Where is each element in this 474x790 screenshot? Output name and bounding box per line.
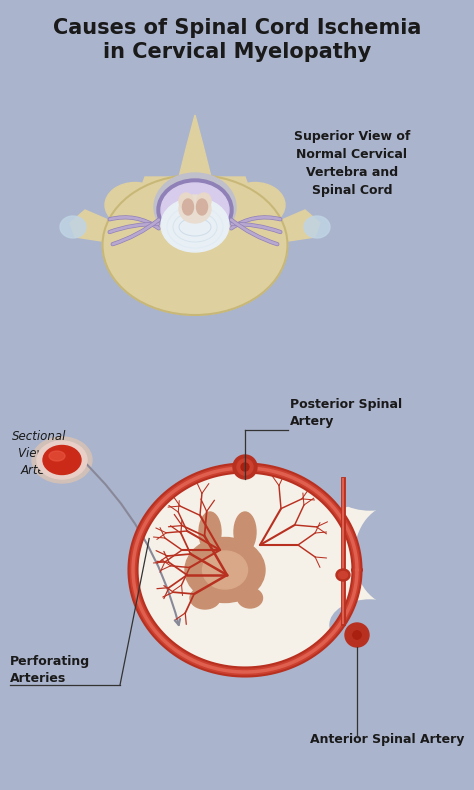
Ellipse shape [225, 182, 285, 228]
Text: Causes of Spinal Cord Ischemia: Causes of Spinal Cord Ischemia [53, 18, 421, 38]
Ellipse shape [190, 587, 220, 609]
Circle shape [233, 455, 257, 479]
FancyArrowPatch shape [231, 220, 277, 244]
Ellipse shape [157, 179, 233, 241]
FancyArrowPatch shape [109, 224, 158, 232]
Ellipse shape [182, 199, 193, 215]
Text: Anterior Spinal Artery: Anterior Spinal Artery [310, 733, 465, 747]
Circle shape [353, 631, 361, 639]
Ellipse shape [320, 505, 400, 605]
Ellipse shape [202, 551, 247, 589]
Ellipse shape [304, 216, 330, 238]
Ellipse shape [37, 441, 87, 479]
Ellipse shape [336, 569, 350, 581]
Ellipse shape [105, 182, 165, 228]
Ellipse shape [330, 600, 410, 650]
Circle shape [345, 623, 369, 647]
Ellipse shape [161, 198, 229, 252]
Ellipse shape [197, 193, 211, 209]
Polygon shape [135, 177, 179, 207]
Polygon shape [270, 210, 320, 243]
FancyArrowPatch shape [109, 217, 159, 228]
Ellipse shape [161, 183, 229, 237]
Ellipse shape [197, 199, 208, 215]
Ellipse shape [60, 216, 86, 238]
FancyArrowPatch shape [113, 220, 159, 244]
Ellipse shape [154, 173, 236, 241]
FancyArrowPatch shape [231, 217, 280, 228]
Ellipse shape [102, 175, 288, 315]
Ellipse shape [237, 588, 263, 608]
Ellipse shape [179, 193, 193, 209]
Ellipse shape [330, 460, 410, 510]
Ellipse shape [49, 451, 65, 461]
Text: Sectional
View of
Artery: Sectional View of Artery [12, 430, 66, 477]
Ellipse shape [135, 470, 355, 670]
Circle shape [241, 463, 249, 471]
Text: in Cervical Myelopathy: in Cervical Myelopathy [103, 42, 371, 62]
Polygon shape [70, 210, 120, 243]
Text: Superior View of
Normal Cervical
Vertebra and
Spinal Cord: Superior View of Normal Cervical Vertebr… [294, 130, 410, 197]
Ellipse shape [199, 512, 221, 552]
Circle shape [237, 459, 253, 475]
Ellipse shape [234, 512, 256, 552]
Ellipse shape [32, 437, 92, 483]
Ellipse shape [355, 505, 435, 605]
Ellipse shape [43, 446, 81, 475]
FancyArrowPatch shape [232, 224, 281, 232]
FancyArrowPatch shape [109, 224, 158, 232]
FancyArrowPatch shape [109, 217, 159, 228]
Text: Perforating
Arteries: Perforating Arteries [10, 655, 90, 685]
FancyArrowPatch shape [231, 220, 277, 244]
Text: Posterior Spinal
Artery: Posterior Spinal Artery [290, 398, 402, 428]
FancyArrowPatch shape [231, 217, 280, 228]
Polygon shape [179, 115, 211, 185]
Ellipse shape [185, 537, 265, 603]
Ellipse shape [338, 571, 347, 578]
Ellipse shape [179, 195, 211, 223]
FancyArrowPatch shape [232, 224, 281, 232]
Polygon shape [211, 177, 255, 207]
FancyArrowPatch shape [113, 220, 159, 244]
